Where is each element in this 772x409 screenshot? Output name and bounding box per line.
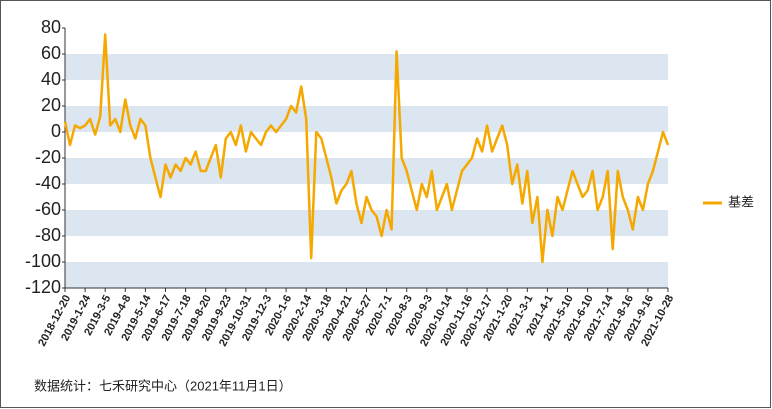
y-tick-label: 60	[41, 43, 61, 63]
y-tick-label: 40	[41, 69, 61, 89]
source-note: 数据统计：七禾研究中心（2021年11月1日）	[34, 378, 292, 393]
series-line	[63, 33, 670, 264]
y-tick-label: 20	[41, 95, 61, 115]
grid-band	[65, 210, 668, 236]
y-tick-label: 80	[41, 17, 61, 37]
y-tick-label: -20	[35, 147, 61, 167]
y-tick-label: -100	[25, 251, 61, 271]
grid-band	[65, 106, 668, 132]
y-tick-label: -60	[35, 199, 61, 219]
y-tick-label: -40	[35, 173, 61, 193]
y-tick-label: 0	[51, 121, 61, 141]
legend-label: 基差	[728, 194, 754, 209]
y-tick-label: -80	[35, 225, 61, 245]
y-tick-label: -120	[25, 277, 61, 297]
grid-band	[65, 262, 668, 288]
grid-band	[65, 54, 668, 80]
